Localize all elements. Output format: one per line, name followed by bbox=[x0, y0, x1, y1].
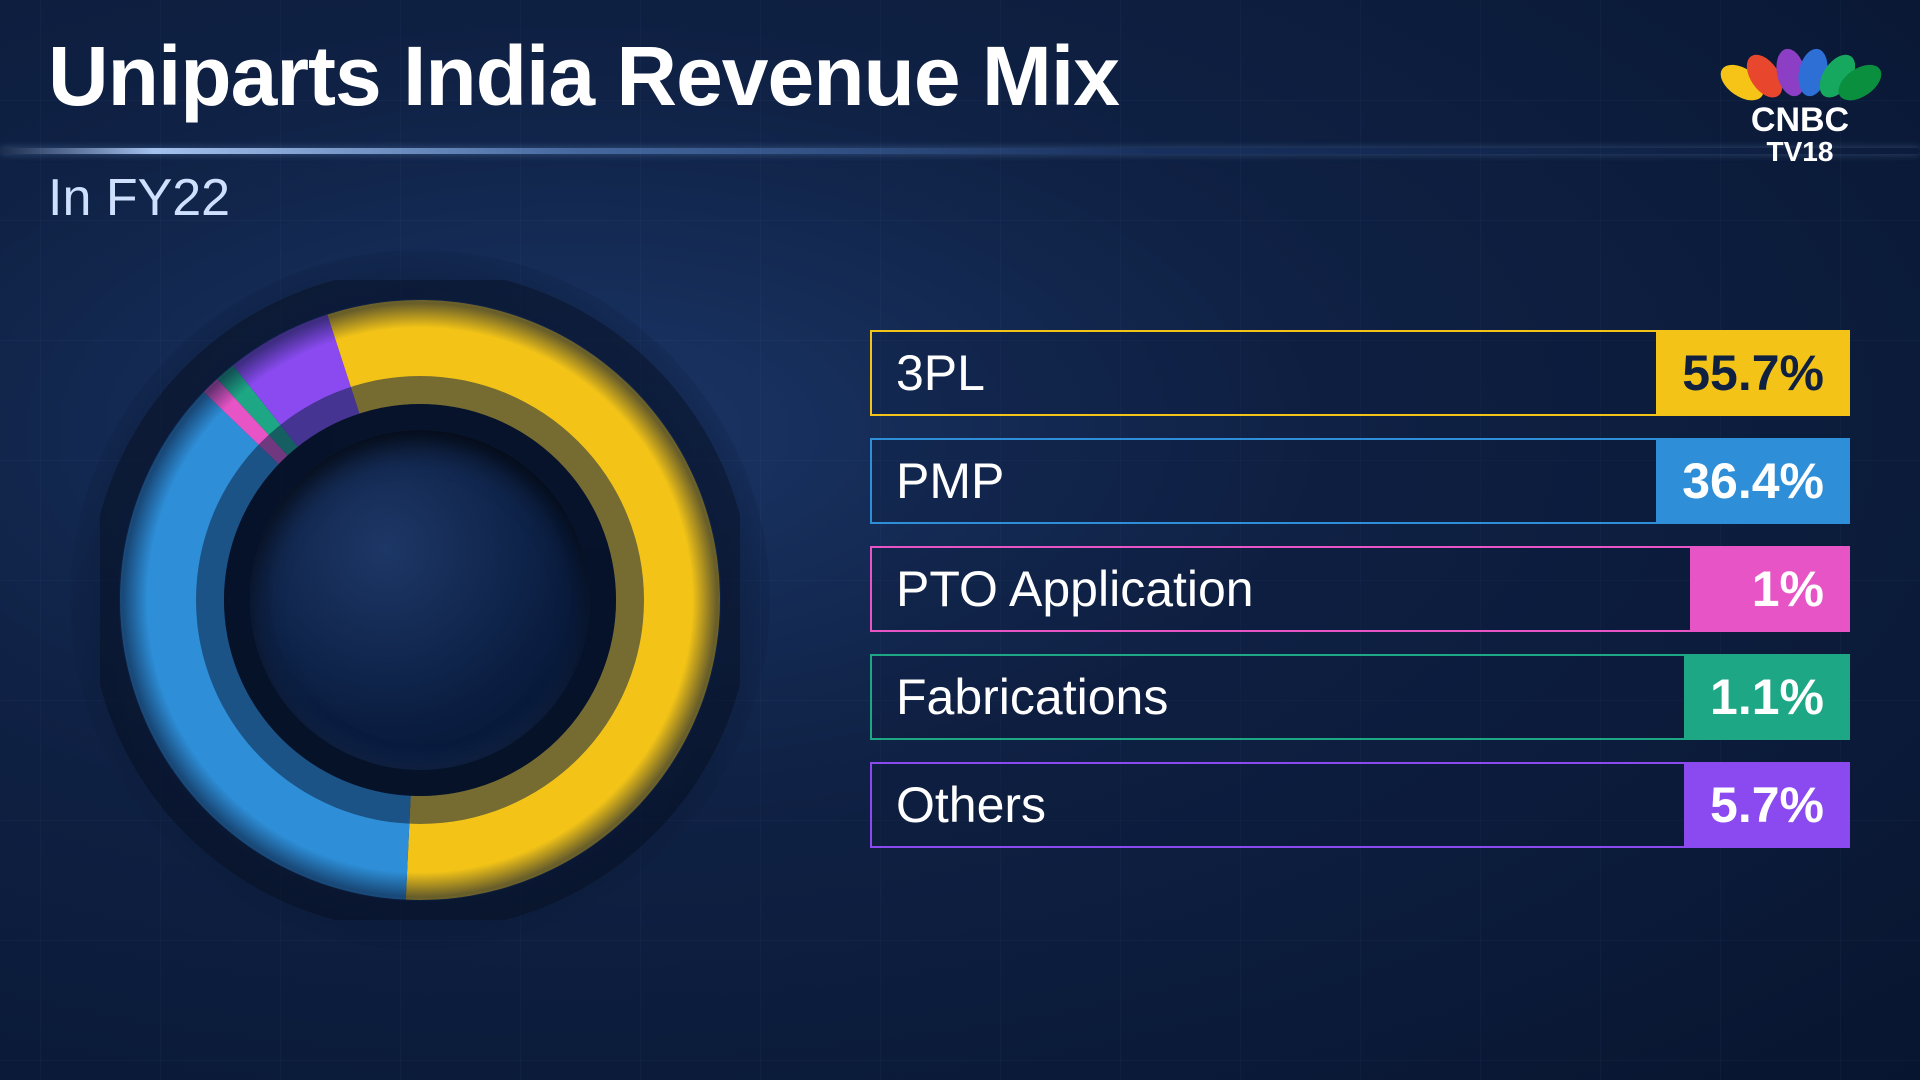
legend-label: PTO Application bbox=[896, 560, 1254, 618]
logo-line1: CNBC bbox=[1740, 104, 1860, 136]
legend-label: PMP bbox=[896, 452, 1004, 510]
legend-value: 1% bbox=[1690, 546, 1850, 632]
legend-label: Others bbox=[896, 776, 1046, 834]
legend-value: 5.7% bbox=[1684, 762, 1850, 848]
legend-row: Others 5.7% bbox=[870, 762, 1850, 848]
page-title: Uniparts India Revenue Mix bbox=[48, 28, 1872, 125]
legend-value: 55.7% bbox=[1656, 330, 1850, 416]
legend-row: PMP 36.4% bbox=[870, 438, 1850, 524]
legend-value: 1.1% bbox=[1684, 654, 1850, 740]
logo-line2: TV18 bbox=[1740, 136, 1860, 168]
cnbc-logo: CNBC TV18 bbox=[1740, 30, 1860, 168]
legend-row: PTO Application 1% bbox=[870, 546, 1850, 632]
legend-row: Fabrications 1.1% bbox=[870, 654, 1850, 740]
page-subtitle: In FY22 bbox=[48, 168, 230, 228]
peacock-icon bbox=[1740, 30, 1860, 100]
donut-chart bbox=[100, 280, 740, 920]
header: Uniparts India Revenue Mix bbox=[48, 28, 1872, 125]
header-rule bbox=[0, 148, 1920, 154]
donut-inner-ring bbox=[250, 430, 590, 770]
legend: 3PL 55.7% PMP 36.4% PTO Application 1% Fabrica… bbox=[870, 330, 1850, 848]
legend-label: Fabrications bbox=[896, 668, 1168, 726]
legend-label: 3PL bbox=[896, 344, 985, 402]
legend-value: 36.4% bbox=[1656, 438, 1850, 524]
legend-row: 3PL 55.7% bbox=[870, 330, 1850, 416]
